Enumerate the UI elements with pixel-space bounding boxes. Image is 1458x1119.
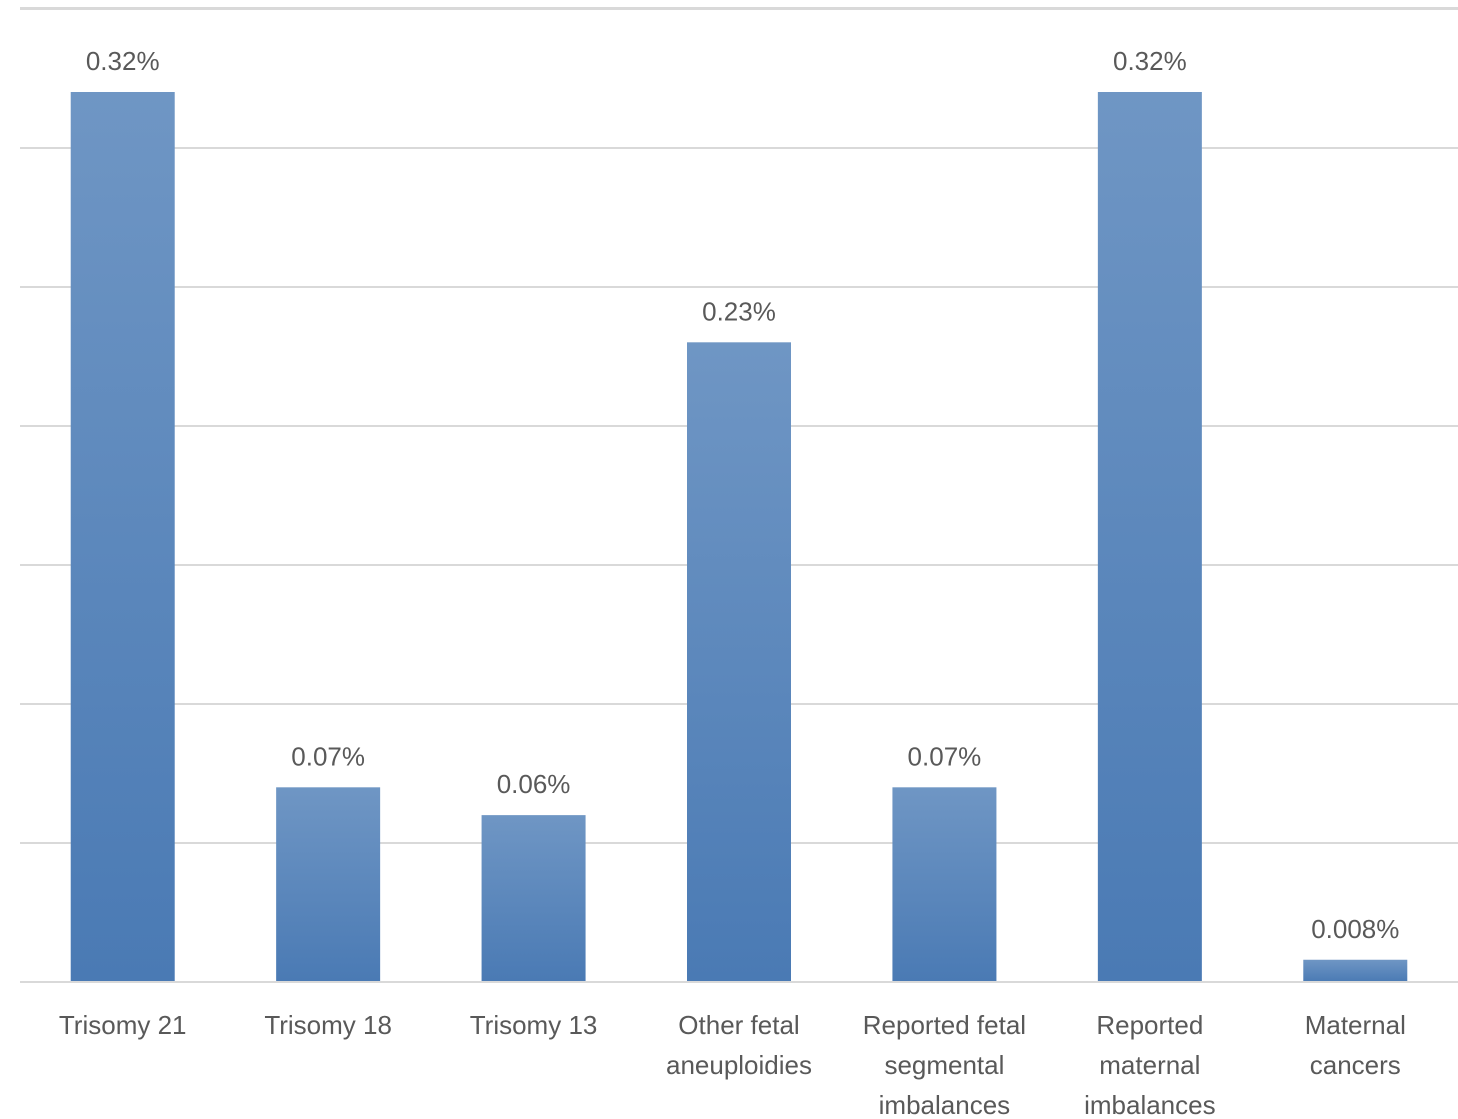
category-label-line: Maternal xyxy=(1305,1010,1406,1040)
bar xyxy=(481,815,586,982)
category-label-line: Other fetal xyxy=(678,1010,799,1040)
category-label: Trisomy 21 xyxy=(59,1010,187,1040)
category-label-line: Trisomy 21 xyxy=(59,1010,187,1040)
category-labels: Trisomy 21 Trisomy 18 Trisomy 13 Other feta… xyxy=(59,1010,1406,1119)
data-label: 0.23% xyxy=(702,296,776,326)
category-label-line: cancers xyxy=(1310,1050,1401,1080)
data-label: 0.06% xyxy=(497,769,571,799)
bar xyxy=(1303,959,1408,982)
category-label-line: aneuploidies xyxy=(666,1050,812,1080)
bar xyxy=(70,92,175,982)
category-label-line: imbalances xyxy=(879,1090,1011,1119)
category-label: Trisomy 18 xyxy=(264,1010,392,1040)
category-label-line: Trisomy 13 xyxy=(470,1010,598,1040)
category-label: Reported maternal imbalances xyxy=(1084,1010,1216,1119)
category-label-line: segmental xyxy=(884,1050,1004,1080)
data-labels: 0.32% 0.07% 0.06% 0.23% 0.07% 0.32% 0.008% xyxy=(86,46,1400,944)
category-label: Trisomy 13 xyxy=(470,1010,598,1040)
data-label: 0.07% xyxy=(291,741,365,771)
category-label-line: Reported xyxy=(1096,1010,1203,1040)
bars xyxy=(70,92,1408,982)
category-label-line: Reported fetal xyxy=(863,1010,1026,1040)
bar xyxy=(1097,92,1202,982)
data-label: 0.32% xyxy=(86,46,160,76)
bar xyxy=(892,787,997,982)
bar xyxy=(687,342,791,982)
bar xyxy=(276,787,381,982)
data-label: 0.32% xyxy=(1113,46,1187,76)
category-label-line: maternal xyxy=(1099,1050,1200,1080)
category-label: Reported fetal segmental imbalances xyxy=(863,1010,1026,1119)
data-label: 0.008% xyxy=(1311,914,1399,944)
category-label: Other fetal aneuploidies xyxy=(666,1010,812,1080)
category-label-line: imbalances xyxy=(1084,1090,1216,1119)
category-label-line: Trisomy 18 xyxy=(264,1010,392,1040)
data-label: 0.07% xyxy=(908,741,982,771)
category-label: Maternal cancers xyxy=(1305,1010,1406,1080)
